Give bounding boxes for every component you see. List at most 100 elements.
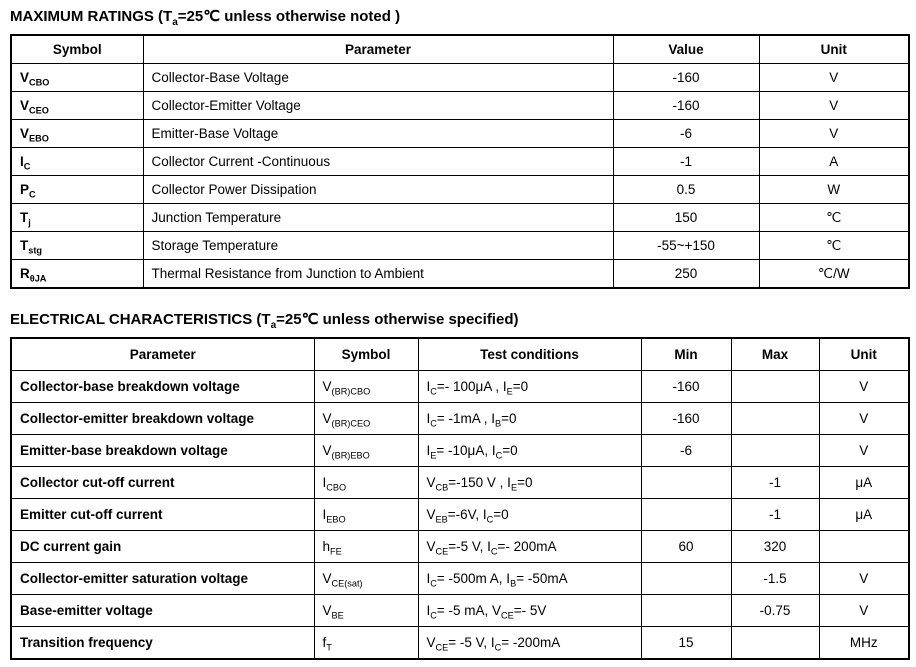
symbol-cell: hFE bbox=[313, 530, 419, 563]
unit-cell: μA bbox=[818, 466, 910, 499]
electrical-header: Parameter Symbol Test conditions Min Max… bbox=[10, 337, 910, 371]
col-header-unit: Unit bbox=[818, 337, 910, 371]
unit-cell: V bbox=[818, 434, 910, 467]
table-row: Transition frequency fT VCE= -5 V, IC= -… bbox=[10, 626, 910, 660]
unit-cell: V bbox=[818, 594, 910, 627]
symbol-cell: VBE bbox=[313, 594, 419, 627]
table-row: Collector cut-off current ICBO VCB=-150 … bbox=[10, 466, 910, 499]
min-cell bbox=[640, 594, 732, 627]
max-ratings-title: MAXIMUM RATINGS (Ta=25℃ unless otherwise… bbox=[10, 8, 401, 28]
min-cell bbox=[640, 562, 732, 595]
unit-cell: V bbox=[818, 402, 910, 435]
col-header-test-conditions: Test conditions bbox=[417, 337, 642, 371]
parameter-cell: Transition frequency bbox=[10, 626, 315, 660]
min-cell: -160 bbox=[640, 370, 732, 403]
max-cell: -1 bbox=[730, 466, 820, 499]
table-row: Base-emitter voltage VBE IC= -5 mA, VCE=… bbox=[10, 594, 910, 627]
value-cell: -6 bbox=[612, 119, 760, 148]
symbol-cell: Tstg bbox=[10, 231, 144, 260]
parameter-cell: Collector-emitter breakdown voltage bbox=[10, 402, 315, 435]
value-cell: 150 bbox=[612, 203, 760, 232]
symbol-cell: fT bbox=[313, 626, 419, 660]
parameter-cell: Collector-emitter saturation voltage bbox=[10, 562, 315, 595]
symbol-cell: RθJA bbox=[10, 259, 144, 289]
parameter-cell: Collector Power Dissipation bbox=[142, 175, 614, 204]
max-ratings-body: VCBO Collector-Base Voltage -160 V VCEO … bbox=[10, 63, 910, 289]
table-row: Emitter cut-off current IEBO VEB=-6V, IC… bbox=[10, 498, 910, 531]
min-cell bbox=[640, 466, 732, 499]
table-row: Emitter-base breakdown voltage V(BR)EBO … bbox=[10, 434, 910, 467]
unit-cell bbox=[818, 530, 910, 563]
col-header-symbol: Symbol bbox=[10, 34, 144, 64]
parameter-cell: DC current gain bbox=[10, 530, 315, 563]
parameter-cell: Thermal Resistance from Junction to Ambi… bbox=[142, 259, 614, 289]
value-cell: -1 bbox=[612, 147, 760, 176]
symbol-cell: VCE(sat) bbox=[313, 562, 419, 595]
col-header-parameter: Parameter bbox=[10, 337, 315, 371]
unit-cell: V bbox=[818, 370, 910, 403]
table-row: Collector-emitter saturation voltage VCE… bbox=[10, 562, 910, 595]
symbol-cell: VCEO bbox=[10, 91, 144, 120]
symbol-cell: V(BR)CEO bbox=[313, 402, 419, 435]
max-cell bbox=[730, 626, 820, 660]
table-row: DC current gain hFE VCE=-5 V, IC=- 200mA… bbox=[10, 530, 910, 563]
table-row: Collector-base breakdown voltage V(BR)CB… bbox=[10, 370, 910, 403]
test-conditions-cell: VCE= -5 V, IC= -200mA bbox=[417, 626, 642, 660]
min-cell: -160 bbox=[640, 402, 732, 435]
max-cell: -1 bbox=[730, 498, 820, 531]
symbol-cell: VCBO bbox=[10, 63, 144, 92]
unit-cell: ℃/W bbox=[758, 259, 910, 289]
test-conditions-cell: VCB=-150 V , IE=0 bbox=[417, 466, 642, 499]
max-cell: -0.75 bbox=[730, 594, 820, 627]
parameter-cell: Collector-Emitter Voltage bbox=[142, 91, 614, 120]
symbol-cell: V(BR)EBO bbox=[313, 434, 419, 467]
parameter-cell: Storage Temperature bbox=[142, 231, 614, 260]
table-row: Tj Junction Temperature 150 ℃ bbox=[10, 203, 910, 232]
test-conditions-cell: IC= -1mA , IB=0 bbox=[417, 402, 642, 435]
parameter-cell: Collector Current -Continuous bbox=[142, 147, 614, 176]
value-cell: -160 bbox=[612, 91, 760, 120]
electrical-section: ELECTRICAL CHARACTERISTICS (Ta=25℃ unles… bbox=[10, 310, 910, 660]
max-cell bbox=[730, 434, 820, 467]
test-conditions-cell: VCE=-5 V, IC=- 200mA bbox=[417, 530, 642, 563]
col-header-symbol: Symbol bbox=[313, 337, 419, 371]
symbol-cell: Tj bbox=[10, 203, 144, 232]
table-row: Tstg Storage Temperature -55~+150 ℃ bbox=[10, 231, 910, 260]
unit-cell: MHz bbox=[818, 626, 910, 660]
test-conditions-cell: VEB=-6V, IC=0 bbox=[417, 498, 642, 531]
table-row: VEBO Emitter-Base Voltage -6 V bbox=[10, 119, 910, 148]
unit-cell: V bbox=[818, 562, 910, 595]
test-conditions-cell: IE= -10μA, IC=0 bbox=[417, 434, 642, 467]
symbol-cell: V(BR)CBO bbox=[313, 370, 419, 403]
symbol-cell: PC bbox=[10, 175, 144, 204]
col-header-parameter: Parameter bbox=[142, 34, 614, 64]
symbol-cell: VEBO bbox=[10, 119, 144, 148]
max-ratings-header: Symbol Parameter Value Unit bbox=[10, 34, 910, 64]
col-header-max: Max bbox=[730, 337, 820, 371]
parameter-cell: Emitter-base breakdown voltage bbox=[10, 434, 315, 467]
parameter-cell: Collector cut-off current bbox=[10, 466, 315, 499]
electrical-table: Parameter Symbol Test conditions Min Max… bbox=[10, 337, 910, 660]
unit-cell: V bbox=[758, 119, 910, 148]
test-conditions-cell: IC= -5 mA, VCE=- 5V bbox=[417, 594, 642, 627]
parameter-cell: Base-emitter voltage bbox=[10, 594, 315, 627]
value-cell: 0.5 bbox=[612, 175, 760, 204]
unit-cell: μA bbox=[818, 498, 910, 531]
max-ratings-section: MAXIMUM RATINGS (Ta=25℃ unless otherwise… bbox=[10, 7, 910, 289]
min-cell: 60 bbox=[640, 530, 732, 563]
max-cell: -1.5 bbox=[730, 562, 820, 595]
max-cell: 320 bbox=[730, 530, 820, 563]
parameter-cell: Collector-base breakdown voltage bbox=[10, 370, 315, 403]
col-header-min: Min bbox=[640, 337, 732, 371]
electrical-title: ELECTRICAL CHARACTERISTICS (Ta=25℃ unles… bbox=[10, 311, 519, 331]
header-row: Parameter Symbol Test conditions Min Max… bbox=[10, 337, 910, 371]
symbol-cell: IC bbox=[10, 147, 144, 176]
unit-cell: V bbox=[758, 63, 910, 92]
max-ratings-table: Symbol Parameter Value Unit VCBO Collect… bbox=[10, 34, 910, 289]
electrical-body: Collector-base breakdown voltage V(BR)CB… bbox=[10, 370, 910, 660]
table-row: VCEO Collector-Emitter Voltage -160 V bbox=[10, 91, 910, 120]
unit-cell: ℃ bbox=[758, 203, 910, 232]
header-row: Symbol Parameter Value Unit bbox=[10, 34, 910, 64]
col-header-value: Value bbox=[612, 34, 760, 64]
